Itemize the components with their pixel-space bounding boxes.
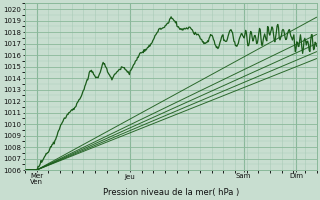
X-axis label: Pression niveau de la mer( hPa ): Pression niveau de la mer( hPa )	[103, 188, 239, 197]
